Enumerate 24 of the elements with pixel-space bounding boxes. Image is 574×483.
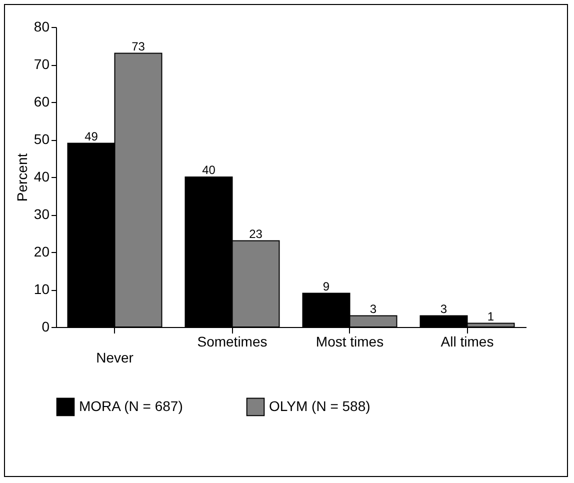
- y-tick-label: 80: [34, 18, 50, 34]
- data-label: 1: [487, 309, 494, 324]
- data-label: 40: [202, 163, 216, 177]
- data-label: 73: [132, 39, 146, 54]
- legend-label: OLYM (N = 588): [269, 398, 370, 414]
- x-tick-label: Sometimes: [197, 334, 268, 350]
- x-tick-label: Never: [96, 350, 134, 366]
- y-tick-label: 50: [34, 131, 50, 147]
- data-label: 3: [370, 302, 377, 316]
- data-label: 3: [440, 302, 448, 316]
- data-label: 9: [322, 279, 330, 294]
- x-tick-label: All times: [440, 334, 494, 350]
- data-label: 49: [84, 129, 98, 144]
- legend-label: MORA (N = 687): [79, 398, 183, 414]
- y-axis-title: Percent: [14, 153, 30, 202]
- y-tick-label: 70: [34, 56, 50, 72]
- y-tick-label: 40: [34, 168, 50, 184]
- y-tick-label: 60: [34, 94, 50, 110]
- y-tick-label: 30: [34, 206, 50, 222]
- x-tick-label: Most times: [316, 334, 384, 350]
- y-tick-label: 20: [34, 244, 50, 260]
- y-tick-label: 0: [42, 318, 50, 334]
- y-tick-label: 10: [34, 281, 50, 297]
- data-label: 23: [249, 226, 263, 241]
